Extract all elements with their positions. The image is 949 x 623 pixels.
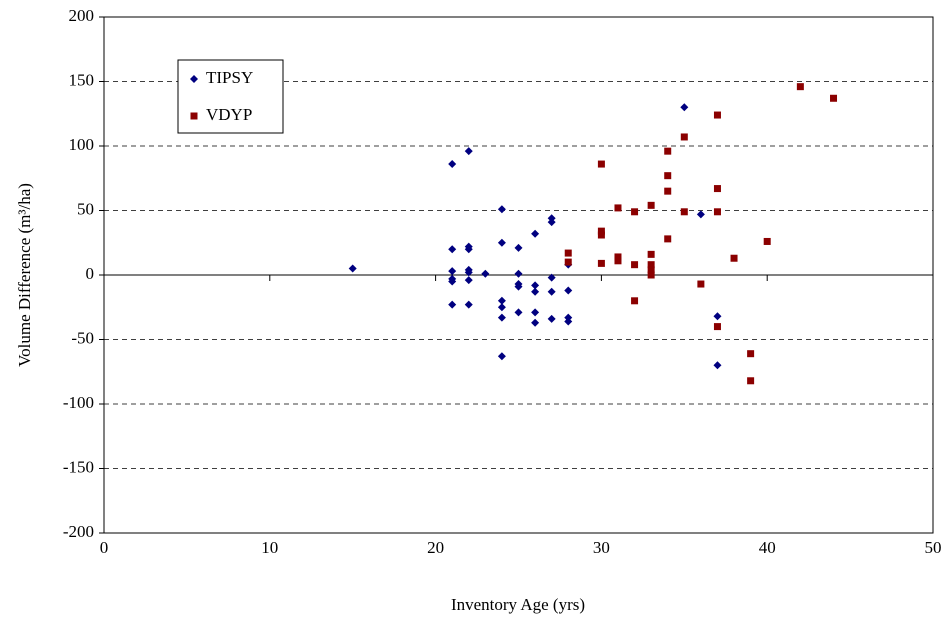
point bbox=[696, 210, 705, 219]
point bbox=[597, 231, 605, 239]
legend-box bbox=[177, 59, 284, 134]
x-axis-title: Inventory Age (yrs) bbox=[451, 595, 585, 614]
point bbox=[747, 377, 755, 385]
point bbox=[497, 238, 506, 247]
point bbox=[464, 276, 473, 285]
legend-label: TIPSY bbox=[206, 68, 253, 87]
point bbox=[680, 208, 688, 216]
point bbox=[631, 261, 639, 269]
point bbox=[448, 277, 457, 286]
y-tick-label: -200 bbox=[63, 522, 94, 541]
point bbox=[664, 187, 672, 195]
point bbox=[614, 253, 622, 261]
point bbox=[664, 172, 672, 180]
point bbox=[464, 268, 473, 277]
y-tick-label: 100 bbox=[69, 135, 95, 154]
y-tick-label: 50 bbox=[77, 199, 94, 218]
point bbox=[713, 185, 721, 193]
point bbox=[497, 296, 506, 305]
point bbox=[564, 258, 572, 266]
point bbox=[464, 147, 473, 156]
legend-label: VDYP bbox=[206, 105, 252, 124]
point bbox=[647, 271, 655, 279]
point bbox=[647, 261, 655, 269]
x-tick-label: 20 bbox=[427, 538, 444, 557]
point bbox=[448, 300, 457, 309]
point bbox=[448, 245, 457, 254]
point bbox=[497, 303, 506, 312]
point bbox=[713, 361, 722, 370]
point bbox=[597, 259, 605, 267]
y-tick-label: 0 bbox=[86, 264, 95, 283]
point bbox=[796, 83, 804, 91]
point bbox=[531, 318, 540, 327]
point bbox=[680, 133, 688, 141]
point bbox=[614, 204, 622, 212]
x-tick-label: 40 bbox=[759, 538, 776, 557]
point bbox=[763, 237, 771, 245]
y-tick-label: 200 bbox=[69, 6, 95, 25]
y-tick-label: -100 bbox=[63, 393, 94, 412]
point bbox=[597, 160, 605, 168]
point bbox=[514, 282, 523, 291]
point bbox=[614, 257, 622, 265]
point bbox=[647, 266, 655, 274]
point bbox=[713, 208, 721, 216]
point bbox=[497, 352, 506, 361]
point bbox=[531, 308, 540, 317]
point bbox=[547, 314, 556, 323]
point bbox=[664, 147, 672, 155]
x-tick-label: 30 bbox=[593, 538, 610, 557]
legend-marker bbox=[190, 112, 198, 120]
y-tick-label: -150 bbox=[63, 457, 94, 476]
y-tick-label: 150 bbox=[69, 70, 95, 89]
point bbox=[547, 273, 556, 282]
point bbox=[531, 281, 540, 290]
point bbox=[348, 264, 357, 273]
point bbox=[631, 208, 639, 216]
point bbox=[664, 235, 672, 243]
point bbox=[497, 313, 506, 322]
point bbox=[497, 205, 506, 214]
point bbox=[547, 218, 556, 227]
point bbox=[647, 250, 655, 258]
point bbox=[531, 287, 540, 296]
y-axis-title: Volume Difference (m³/ha) bbox=[15, 183, 34, 367]
point bbox=[464, 300, 473, 309]
point bbox=[830, 94, 838, 102]
point bbox=[680, 103, 689, 112]
point bbox=[713, 323, 721, 331]
y-tick-label: -50 bbox=[71, 328, 94, 347]
point bbox=[448, 267, 457, 276]
point bbox=[514, 308, 523, 317]
x-tick-label: 10 bbox=[261, 538, 278, 557]
point bbox=[647, 201, 655, 209]
point bbox=[564, 249, 572, 257]
legend-marker bbox=[190, 75, 198, 83]
point bbox=[713, 111, 721, 119]
point bbox=[564, 286, 573, 295]
point bbox=[531, 229, 540, 238]
point bbox=[514, 269, 523, 278]
point bbox=[730, 254, 738, 262]
point bbox=[464, 245, 473, 254]
point bbox=[547, 287, 556, 296]
point bbox=[747, 350, 755, 358]
point bbox=[631, 297, 639, 305]
point bbox=[514, 243, 523, 252]
point bbox=[564, 317, 573, 326]
point bbox=[597, 227, 605, 235]
point bbox=[697, 280, 705, 288]
point bbox=[448, 160, 457, 169]
point bbox=[481, 269, 490, 278]
point bbox=[713, 312, 722, 321]
x-tick-label: 50 bbox=[925, 538, 942, 557]
x-tick-label: 0 bbox=[100, 538, 109, 557]
